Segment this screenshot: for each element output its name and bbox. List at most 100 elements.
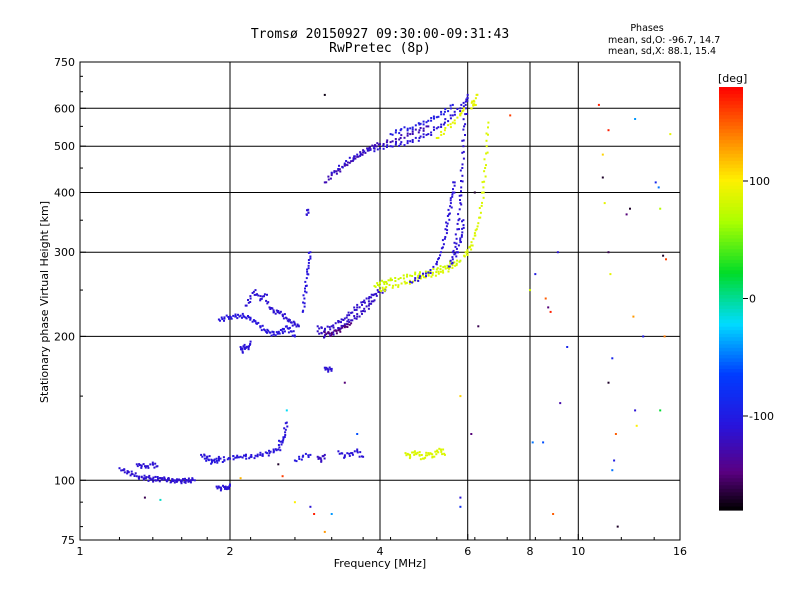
data-point — [446, 222, 449, 225]
data-point — [408, 279, 411, 282]
data-point — [431, 455, 434, 458]
data-point — [152, 476, 155, 479]
data-point — [225, 314, 228, 317]
data-point — [654, 181, 657, 184]
colorbar-segment — [719, 474, 743, 479]
data-point — [236, 317, 239, 320]
data-point — [163, 478, 166, 481]
data-point — [372, 147, 375, 150]
data-point — [187, 479, 190, 482]
data-point — [320, 459, 323, 462]
data-point — [447, 124, 450, 127]
data-point — [443, 453, 446, 456]
data-point — [662, 254, 665, 257]
data-point — [465, 113, 468, 115]
data-point — [305, 291, 308, 294]
colorbar-segment — [719, 111, 743, 116]
data-point — [279, 329, 282, 331]
data-point — [382, 147, 385, 150]
data-point — [397, 285, 400, 288]
data-point — [370, 296, 373, 299]
data-point — [465, 98, 468, 101]
data-point — [219, 486, 222, 489]
data-point — [348, 452, 351, 455]
data-point — [176, 478, 178, 481]
colorbar-segment — [719, 411, 743, 416]
data-point — [437, 270, 440, 273]
data-point — [451, 121, 454, 124]
data-point — [400, 128, 403, 131]
data-point — [351, 311, 354, 314]
data-point — [459, 169, 462, 172]
colorbar-segment — [719, 108, 743, 113]
colorbar-segment — [719, 192, 743, 197]
data-point — [277, 311, 280, 314]
data-point — [367, 300, 370, 303]
data-point — [418, 277, 421, 279]
data-point — [298, 458, 301, 460]
data-point — [226, 458, 229, 461]
data-point — [306, 270, 309, 273]
data-point — [399, 143, 402, 146]
data-point — [406, 134, 409, 137]
data-point — [337, 329, 340, 332]
data-point — [430, 119, 433, 122]
data-point — [442, 448, 445, 451]
data-point — [449, 123, 452, 126]
data-point — [343, 323, 346, 326]
x-tick-label: 1 — [77, 545, 84, 558]
data-point — [625, 213, 628, 216]
data-point — [361, 303, 363, 306]
data-point — [442, 271, 445, 274]
data-point — [130, 470, 133, 473]
data-point — [409, 454, 411, 456]
data-point — [458, 260, 461, 263]
colorbar-segment — [719, 354, 743, 360]
data-point — [443, 129, 446, 132]
data-point — [609, 273, 612, 276]
data-point — [449, 259, 452, 262]
data-point — [307, 251, 310, 254]
data-point — [355, 317, 358, 320]
colorbar — [719, 87, 743, 511]
data-point — [267, 301, 270, 304]
data-point — [376, 148, 379, 151]
data-point — [544, 297, 547, 300]
data-point — [607, 251, 610, 254]
data-point — [325, 366, 328, 369]
colorbar-segment — [719, 418, 743, 423]
data-point — [406, 142, 409, 145]
data-points — [118, 93, 672, 533]
data-point — [435, 268, 438, 271]
data-point — [464, 251, 467, 254]
data-point — [285, 317, 288, 320]
phases-o-line: mean, sd,O: -96.7, 14.7 — [608, 35, 720, 46]
data-point — [657, 186, 660, 189]
data-point — [247, 299, 249, 301]
data-point — [434, 450, 437, 453]
data-point — [337, 169, 340, 172]
data-point — [359, 151, 362, 154]
data-point — [133, 474, 136, 477]
data-point — [356, 315, 359, 318]
data-point — [432, 268, 435, 270]
data-point — [285, 325, 288, 328]
data-point — [223, 459, 226, 462]
data-point — [443, 237, 446, 240]
data-point — [462, 109, 465, 112]
data-point — [282, 328, 285, 330]
data-point — [246, 345, 248, 348]
data-point — [422, 120, 425, 123]
data-point — [277, 444, 280, 446]
data-point — [430, 131, 433, 134]
data-point — [234, 456, 237, 459]
data-point — [170, 480, 173, 483]
colorbar-segment — [719, 312, 743, 317]
data-point — [358, 315, 361, 318]
data-point — [603, 202, 606, 205]
data-point — [430, 117, 433, 119]
data-point — [279, 449, 282, 452]
colorbar-segment — [719, 305, 743, 310]
data-point — [363, 307, 366, 310]
colorbar-segment — [719, 203, 743, 208]
